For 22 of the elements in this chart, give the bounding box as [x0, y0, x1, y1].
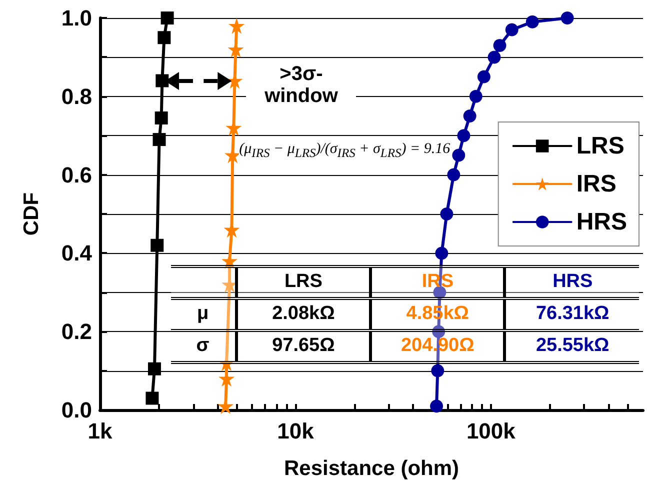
x-tick-label: 100k [466, 418, 516, 444]
annotation: σ [170, 330, 236, 362]
y-tick-label: 0.2 [61, 319, 92, 344]
y-tick-label: 0.8 [61, 84, 92, 109]
annotation: 76.31kΩ [504, 298, 639, 330]
y-tick-label: 1.0 [61, 6, 92, 30]
annotation: >3σ-window [246, 63, 356, 108]
x-axis-title: Resistance (ohm) [284, 457, 460, 480]
legend-label: LRS [576, 132, 624, 160]
x-tick-label: 10k [277, 418, 315, 444]
annotation: LRS [236, 266, 371, 298]
annotation: 97.65Ω [236, 330, 371, 362]
legend-label: IRS [576, 170, 616, 198]
annotation: 2.08kΩ [236, 298, 371, 330]
text: (μ$_{IRS}$ − μ$_{LRS}$)/(σ$_{IRS}$ + σ$_{LRS}$) = 9.16 [239, 141, 450, 160]
legend-label: HRS [576, 208, 627, 236]
annotation: HRS [504, 266, 639, 298]
y-axis-title: CDF [20, 192, 43, 236]
annotation: μ [170, 298, 236, 330]
y-tick-label: 0.6 [61, 162, 92, 188]
annotation: 25.55kΩ [504, 330, 639, 362]
y-tick-label: 0.4 [61, 240, 93, 266]
